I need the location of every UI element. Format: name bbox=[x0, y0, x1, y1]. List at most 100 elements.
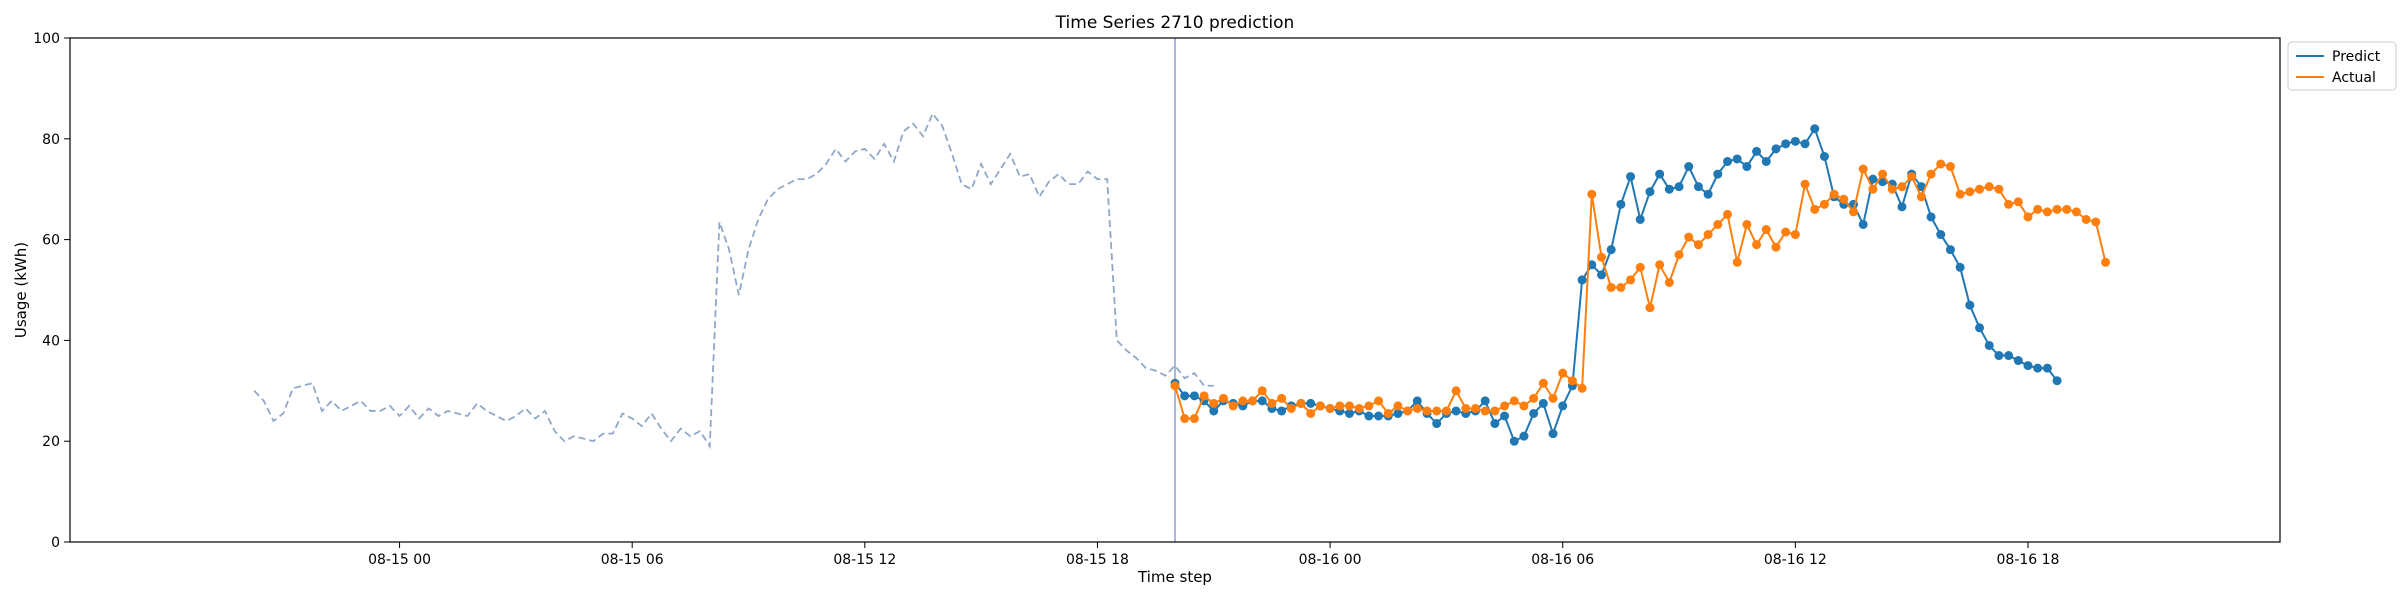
actual-point bbox=[1344, 401, 1354, 411]
actual-point bbox=[1752, 240, 1762, 250]
actual-point bbox=[1771, 242, 1781, 252]
predict-point bbox=[1781, 139, 1791, 149]
actual-point bbox=[1839, 194, 1849, 204]
predict-point bbox=[1509, 436, 1519, 446]
predict-point bbox=[1490, 419, 1500, 429]
predict-point bbox=[2052, 376, 2062, 386]
actual-point bbox=[1422, 406, 1432, 416]
y-axis-ticks: 0 20 40 60 80 100 bbox=[33, 31, 70, 551]
actual-point bbox=[1626, 275, 1636, 285]
x-tick-label: 08-15 06 bbox=[601, 552, 664, 568]
actual-point bbox=[1383, 408, 1393, 418]
actual-point bbox=[1567, 376, 1577, 386]
actual-point bbox=[1713, 219, 1723, 229]
actual-point bbox=[1315, 401, 1325, 411]
actual-point bbox=[2091, 217, 2101, 227]
history-line bbox=[253, 111, 1214, 450]
actual-point bbox=[1965, 187, 1975, 197]
x-axis-ticks: 08-15 00 08-15 06 08-15 12 08-15 18 08-16 00… bbox=[368, 542, 2059, 568]
actual-point bbox=[1393, 401, 1403, 411]
actual-point bbox=[1170, 381, 1180, 391]
actual-point bbox=[1732, 257, 1742, 267]
predict-point bbox=[1209, 406, 1219, 416]
predict-point bbox=[1926, 212, 1936, 222]
actual-point bbox=[1296, 398, 1306, 408]
actual-point bbox=[1984, 182, 1994, 192]
predict-point bbox=[1374, 411, 1384, 421]
x-tick-label: 08-16 00 bbox=[1299, 552, 1362, 568]
actual-point bbox=[1403, 406, 1413, 416]
actual-point bbox=[1635, 262, 1645, 272]
predict-point bbox=[1936, 230, 1946, 240]
predict-point bbox=[1529, 408, 1539, 418]
actual-point bbox=[1819, 199, 1829, 209]
actual-point bbox=[1878, 169, 1888, 179]
predict-point bbox=[1616, 199, 1626, 209]
predict-point bbox=[1432, 419, 1442, 429]
x-tick-label: 08-16 12 bbox=[1764, 552, 1827, 568]
actual-point bbox=[2004, 199, 2014, 209]
predict-point bbox=[1800, 139, 1810, 149]
predict-point bbox=[1684, 162, 1694, 172]
predict-point bbox=[1674, 182, 1684, 192]
predict-point bbox=[1713, 169, 1723, 179]
predict-point bbox=[1655, 169, 1665, 179]
predict-point bbox=[1742, 162, 1752, 172]
predict-point bbox=[1858, 219, 1868, 229]
predict-point bbox=[1500, 411, 1510, 421]
predict-point bbox=[2033, 363, 2043, 373]
predict-point bbox=[1693, 182, 1703, 192]
predict-point bbox=[1180, 391, 1190, 401]
actual-point bbox=[1325, 403, 1335, 413]
predict-point bbox=[1364, 411, 1374, 421]
predict-point bbox=[1723, 156, 1732, 166]
actual-point bbox=[1916, 192, 1926, 202]
predict-point bbox=[1965, 300, 1975, 310]
predict-point bbox=[1257, 396, 1267, 406]
x-axis-label: Time step bbox=[1137, 568, 1212, 586]
actual-point bbox=[1218, 393, 1228, 403]
legend-actual-label: Actual bbox=[2332, 70, 2376, 86]
predict-point bbox=[1984, 340, 1994, 350]
actual-point bbox=[1975, 184, 1985, 194]
y-tick-label: 80 bbox=[42, 132, 60, 148]
predict-point bbox=[1626, 172, 1636, 182]
actual-point bbox=[1374, 396, 1384, 406]
actual-point bbox=[1674, 250, 1684, 260]
actual-point bbox=[1286, 403, 1296, 413]
actual-point bbox=[1480, 406, 1490, 416]
actual-point bbox=[1509, 396, 1519, 406]
y-tick-label: 60 bbox=[42, 233, 60, 249]
legend-predict-label: Predict bbox=[2332, 49, 2381, 65]
actual-point bbox=[1897, 182, 1907, 192]
predict-point bbox=[1810, 124, 1820, 134]
actual-point bbox=[1800, 179, 1810, 189]
actual-point bbox=[1189, 414, 1199, 424]
predict-point bbox=[1277, 406, 1287, 416]
predict-point bbox=[1955, 262, 1965, 272]
predict-point bbox=[1897, 202, 1907, 212]
actual-point bbox=[1858, 164, 1868, 174]
actual-point bbox=[1238, 396, 1248, 406]
actual-series bbox=[1170, 159, 2111, 424]
actual-point bbox=[1829, 189, 1839, 199]
actual-point bbox=[1606, 282, 1616, 292]
plot-frame bbox=[69, 37, 2281, 543]
actual-point bbox=[1364, 401, 1374, 411]
actual-point bbox=[2013, 197, 2023, 207]
predict-point bbox=[1975, 323, 1985, 333]
actual-point bbox=[1849, 207, 1859, 217]
predict-point bbox=[1306, 398, 1316, 408]
actual-point bbox=[1596, 252, 1606, 262]
actual-point bbox=[1664, 277, 1674, 287]
actual-point bbox=[1277, 393, 1287, 403]
actual-point bbox=[1461, 403, 1471, 413]
predict-point bbox=[1635, 214, 1645, 224]
actual-point bbox=[1684, 232, 1694, 242]
actual-point bbox=[1228, 401, 1238, 411]
actual-point bbox=[1945, 162, 1955, 172]
predict-point bbox=[1412, 396, 1422, 406]
predict-point bbox=[1703, 189, 1713, 199]
actual-point bbox=[1257, 386, 1267, 396]
